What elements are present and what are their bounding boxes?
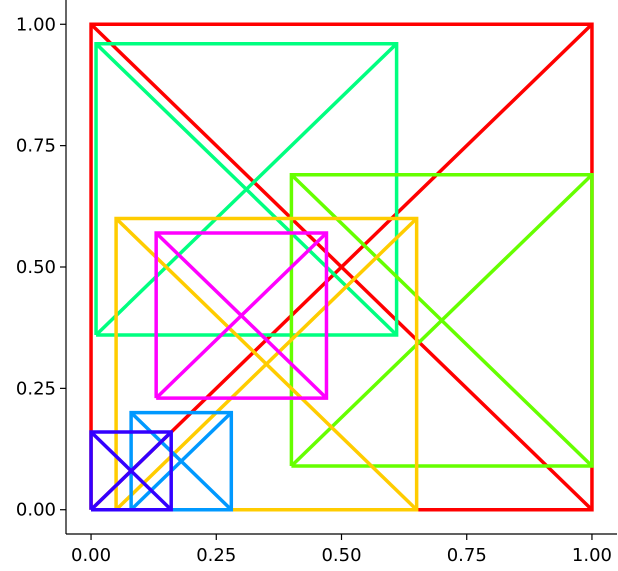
- crossed-rectangle-6: [89, 430, 173, 512]
- crossed-rectangle-4: [154, 231, 329, 400]
- rectangle-diagonal: [114, 217, 418, 511]
- crossed-rectangle-5: [129, 410, 234, 512]
- y-tick-label: 0.25: [16, 378, 56, 399]
- rectangle-diagonal: [89, 430, 173, 511]
- crossed-rectangle-3: [114, 216, 419, 512]
- crossed-rectangle-2: [289, 173, 594, 468]
- x-tick-label: 0.00: [71, 545, 111, 566]
- ticks-layer: 0.00 0.25 0.50 0.75 1.00 0.00 0.25 0.50 0.75 1.00: [16, 14, 612, 566]
- x-tick-label: 0.75: [447, 545, 487, 566]
- rectangle-diagonal: [154, 231, 328, 400]
- y-tick-label: 0.75: [16, 136, 56, 157]
- crossed-rectangle-1: [94, 41, 399, 337]
- y-tick-label: 0.00: [16, 500, 56, 521]
- x-tick-label: 1.00: [572, 545, 612, 566]
- rectangle-diagonal: [290, 173, 594, 468]
- shapes-layer: [89, 22, 594, 512]
- rectangle-diagonal: [129, 411, 233, 511]
- y-tick-label: 0.50: [16, 257, 56, 278]
- crossed-rectangle-0: [89, 22, 594, 512]
- x-tick-label: 0.50: [321, 545, 361, 566]
- y-tick-label: 1.00: [16, 14, 56, 35]
- rectangle-diagonal: [89, 23, 594, 511]
- x-tick-label: 0.25: [196, 545, 236, 566]
